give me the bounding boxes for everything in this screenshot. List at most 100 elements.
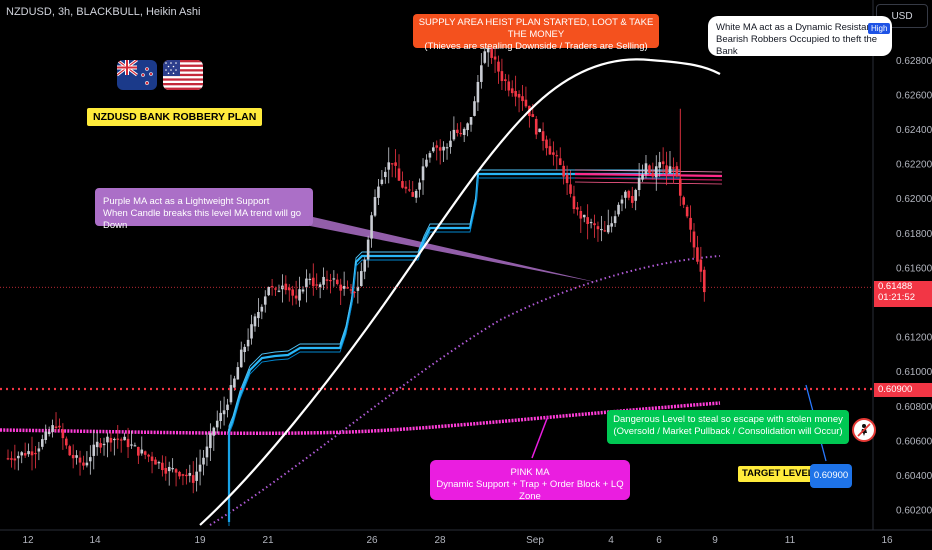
candle-body [462, 128, 466, 135]
candle-body [469, 117, 473, 125]
candle-body [658, 162, 661, 168]
time-tick-label: 21 [262, 535, 274, 546]
candle-body [397, 168, 401, 181]
target-level-label: TARGET LEVEL [738, 466, 818, 482]
time-tick-label: 14 [89, 535, 101, 546]
candle-body [205, 446, 209, 458]
candle-body [702, 269, 706, 293]
candle-body [596, 226, 600, 230]
candle-body [263, 296, 267, 305]
candle-body [54, 426, 58, 428]
price-tick-label: 0.62400 [896, 125, 932, 136]
candle-body [332, 278, 336, 280]
candle-body [191, 475, 195, 483]
supply-area-annotation[interactable]: SUPPLY AREA HEIST PLAN STARTED, LOOT & T… [413, 14, 659, 52]
price-axis[interactable]: 0.62800 0.62600 0.62400 0.62200 0.62000 0.618… [872, 0, 932, 530]
white-ma-line [199, 58, 721, 526]
candle-body [215, 420, 219, 428]
candle-body [558, 158, 562, 165]
candle-body [627, 190, 631, 198]
candle-body [548, 146, 552, 155]
candle-body [507, 81, 511, 91]
candle-body [339, 284, 343, 291]
time-tick-label: 26 [366, 535, 378, 546]
candle-body [89, 457, 92, 462]
candle-body [71, 454, 75, 459]
candle-body [476, 81, 480, 103]
candle-body [497, 61, 500, 72]
white-ma-callout[interactable]: White MA act as a Dynamic Resistance Bea… [708, 16, 892, 57]
candle-body [411, 192, 415, 197]
plan-title-badge: NZDUSD BANK ROBBERY PLAN [87, 108, 263, 126]
candle-body [58, 425, 61, 428]
candle-body [23, 453, 27, 456]
pink-ma-annotation[interactable]: PINK MA Dynamic Support + Trap + Order B… [430, 460, 630, 502]
candlestick-series [6, 29, 706, 494]
candle-body [579, 210, 583, 219]
horizontal-levels [0, 286, 873, 391]
countdown-timer: 01:21:52 [878, 292, 915, 303]
candle-body [30, 451, 34, 456]
candle-body [545, 139, 548, 149]
candle-body [387, 162, 391, 170]
candle-body [195, 471, 198, 481]
candle-body [517, 94, 521, 98]
candle-body [692, 231, 696, 248]
candle-body [582, 214, 586, 218]
candle-body [325, 279, 329, 281]
candle-body [116, 438, 120, 440]
candle-body [294, 295, 298, 299]
candle-body [418, 182, 421, 190]
candle-body [641, 174, 644, 180]
candle-body [675, 166, 679, 177]
pink-line-1: PINK MA [510, 467, 550, 478]
candle-body [277, 290, 281, 292]
price-tick-label: 0.62200 [896, 160, 932, 171]
candle-body [613, 216, 617, 224]
candle-body [366, 239, 370, 260]
candle-body [226, 404, 229, 411]
price-tick-label: 0.62800 [896, 56, 932, 67]
candle-body [356, 286, 360, 291]
candle-body [318, 284, 322, 288]
time-axis[interactable]: 12 14 19 21 26 28 Sep 4 6 9 11 16 [0, 529, 932, 546]
candle-body [99, 443, 102, 448]
danger-level-annotation[interactable]: Dangerous Level to steal so escape with … [607, 410, 849, 444]
candle-body [610, 223, 613, 227]
blue-band-path [227, 172, 680, 522]
time-tick-label: 6 [656, 535, 662, 546]
candle-body [363, 259, 367, 272]
candle-body [130, 444, 133, 446]
candle-body [634, 189, 637, 201]
candle-body [164, 468, 168, 474]
pink-line-2: Dynamic Support + Trap + Order Block + L… [436, 479, 624, 502]
purple-ma-annotation[interactable]: Purple MA act as a Lightweight Support W… [95, 188, 313, 231]
candle-body [699, 259, 703, 272]
candle-body [500, 71, 504, 82]
candle-body [140, 449, 144, 454]
candle-body [404, 186, 408, 189]
purple-annotation-pointer [300, 214, 600, 283]
candle-body [311, 277, 315, 287]
candle-body [109, 437, 113, 443]
candle-body [421, 166, 425, 181]
candle-body [600, 228, 603, 231]
candle-body [68, 446, 72, 456]
candle-body [51, 425, 54, 433]
candle-body [648, 165, 651, 173]
target-price-tag: 0.60900 [874, 383, 932, 397]
candle-body [672, 167, 675, 169]
candle-body [589, 221, 593, 224]
candle-body [678, 178, 682, 196]
candle-body [565, 174, 569, 184]
candle-body [239, 349, 243, 368]
candle-body [514, 90, 517, 97]
pink-ma-path [0, 401, 721, 436]
price-tick-label: 0.60800 [896, 402, 932, 413]
target-value-badge: 0.60900 [810, 464, 852, 488]
symbol-title[interactable]: NZDUSD, 3h, BLACKBULL, Heikin Ashi [6, 6, 201, 18]
candle-body [342, 286, 346, 289]
candle-body [41, 439, 44, 447]
candle-body [10, 458, 13, 460]
